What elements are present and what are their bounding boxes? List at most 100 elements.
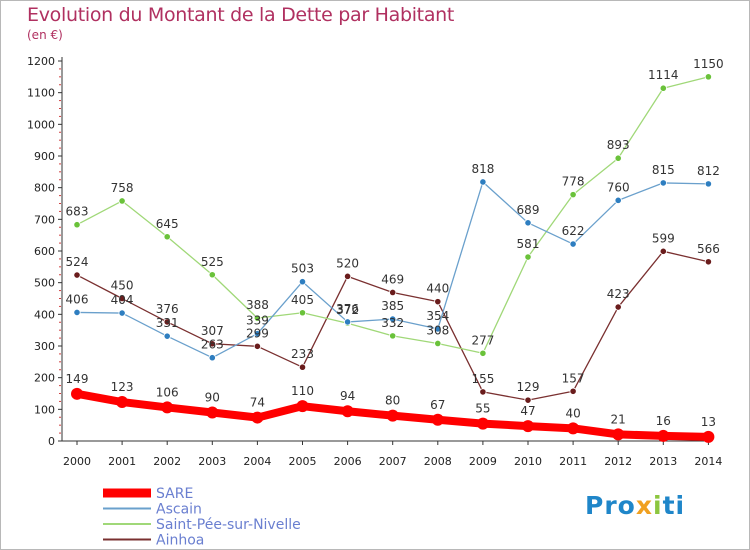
data-point bbox=[251, 411, 264, 424]
data-label: 376 bbox=[156, 302, 179, 316]
data-labels: 149 123 106 90 74 110 94 80 67 55 47 40 21 16 13 406 404… bbox=[66, 57, 724, 429]
y-tick-label: 800 bbox=[34, 182, 55, 195]
data-label: 423 bbox=[607, 287, 630, 301]
data-label: 1150 bbox=[693, 57, 724, 71]
data-point bbox=[116, 396, 129, 409]
x-tick-label: 2001 bbox=[108, 455, 136, 468]
data-label: 129 bbox=[517, 380, 540, 394]
data-point bbox=[163, 332, 171, 340]
data-label: 1114 bbox=[648, 68, 679, 82]
data-point bbox=[479, 388, 487, 396]
legend-label: Ascain bbox=[156, 502, 202, 518]
data-label: 450 bbox=[111, 279, 134, 293]
data-label: 405 bbox=[291, 293, 314, 307]
data-label: 332 bbox=[381, 316, 404, 330]
data-label: 525 bbox=[201, 255, 224, 269]
data-point bbox=[614, 303, 622, 311]
y-tick-label: 500 bbox=[34, 277, 55, 290]
data-label: 376 bbox=[336, 302, 359, 316]
y-tick-label: 200 bbox=[34, 372, 55, 385]
x-tick-label: 2002 bbox=[153, 455, 181, 468]
data-label: 67 bbox=[430, 398, 445, 412]
x-tick-label: 2007 bbox=[379, 455, 407, 468]
data-point bbox=[389, 332, 397, 340]
data-point bbox=[71, 387, 83, 400]
proxiti-logo: Proxiti bbox=[585, 491, 685, 520]
data-point bbox=[614, 154, 622, 162]
x-tick-label: 2013 bbox=[649, 455, 677, 468]
data-point bbox=[296, 400, 309, 413]
data-label: 308 bbox=[426, 323, 449, 337]
data-point bbox=[341, 405, 354, 418]
series-lines bbox=[73, 76, 713, 441]
data-label: 689 bbox=[517, 203, 540, 217]
data-point bbox=[434, 298, 442, 306]
y-tick-label: 700 bbox=[34, 213, 55, 226]
data-point bbox=[208, 340, 216, 348]
data-label: 388 bbox=[246, 298, 269, 312]
data-point bbox=[524, 396, 532, 404]
data-point bbox=[569, 387, 577, 395]
data-label: 13 bbox=[701, 415, 716, 429]
data-point bbox=[524, 219, 532, 227]
data-point bbox=[567, 422, 580, 435]
x-tick-label: 2000 bbox=[63, 455, 91, 468]
data-label: 372 bbox=[336, 303, 359, 317]
data-point bbox=[298, 363, 307, 371]
data-label: 106 bbox=[156, 385, 179, 399]
data-label: 263 bbox=[201, 338, 224, 352]
data-label: 110 bbox=[291, 384, 314, 398]
data-label: 758 bbox=[111, 181, 134, 195]
x-tick-label: 2004 bbox=[243, 455, 271, 468]
data-label: 818 bbox=[471, 162, 494, 176]
chart-title: Evolution du Montant de la Dette par Hab… bbox=[27, 4, 455, 26]
data-point bbox=[704, 73, 713, 81]
data-point bbox=[704, 180, 713, 188]
data-label: 40 bbox=[565, 406, 580, 420]
data-label: 469 bbox=[381, 272, 404, 286]
logo-letter: t bbox=[662, 491, 676, 520]
data-label: 307 bbox=[201, 324, 224, 338]
data-point bbox=[73, 308, 81, 317]
data-label: 385 bbox=[381, 299, 404, 313]
data-label: 277 bbox=[471, 333, 494, 347]
data-label: 815 bbox=[652, 163, 675, 177]
data-label: 503 bbox=[291, 262, 314, 276]
series-line-ascain bbox=[76, 181, 710, 359]
data-label: 622 bbox=[562, 224, 585, 238]
data-label: 233 bbox=[291, 347, 314, 361]
data-point bbox=[118, 294, 126, 303]
data-label: 683 bbox=[66, 205, 89, 219]
data-point bbox=[73, 271, 81, 279]
y-tick-label: 900 bbox=[34, 150, 55, 163]
legend-label: Ainhoa bbox=[156, 533, 204, 549]
data-point bbox=[253, 342, 261, 350]
data-label: 520 bbox=[336, 256, 359, 270]
logo-letter: x bbox=[635, 491, 653, 520]
y-tick-label: 1000 bbox=[27, 118, 55, 131]
data-label: 440 bbox=[426, 282, 449, 296]
data-point bbox=[479, 349, 487, 357]
x-tick-label: 2011 bbox=[559, 455, 587, 468]
data-point bbox=[298, 309, 307, 317]
data-point bbox=[659, 179, 667, 187]
data-point bbox=[253, 314, 261, 322]
series-points bbox=[71, 73, 715, 443]
data-label: 404 bbox=[111, 293, 134, 307]
x-tick-label: 2014 bbox=[694, 455, 722, 468]
axes: 0 100 200 300 400 500 600 700 800 900 1000 1100 1200… bbox=[27, 55, 722, 468]
data-label: 55 bbox=[475, 402, 490, 416]
data-point bbox=[208, 271, 216, 279]
x-tick-label: 2003 bbox=[198, 455, 226, 468]
legend-label: Saint-Pée-sur-Nivelle bbox=[156, 517, 301, 533]
data-label: 123 bbox=[111, 380, 134, 394]
data-point bbox=[614, 196, 622, 204]
data-point bbox=[343, 318, 352, 326]
data-label: 155 bbox=[471, 372, 494, 386]
data-label: 94 bbox=[340, 389, 355, 403]
data-label: 566 bbox=[697, 242, 720, 256]
data-label: 299 bbox=[246, 326, 269, 340]
y-tick-label: 1200 bbox=[27, 55, 55, 68]
